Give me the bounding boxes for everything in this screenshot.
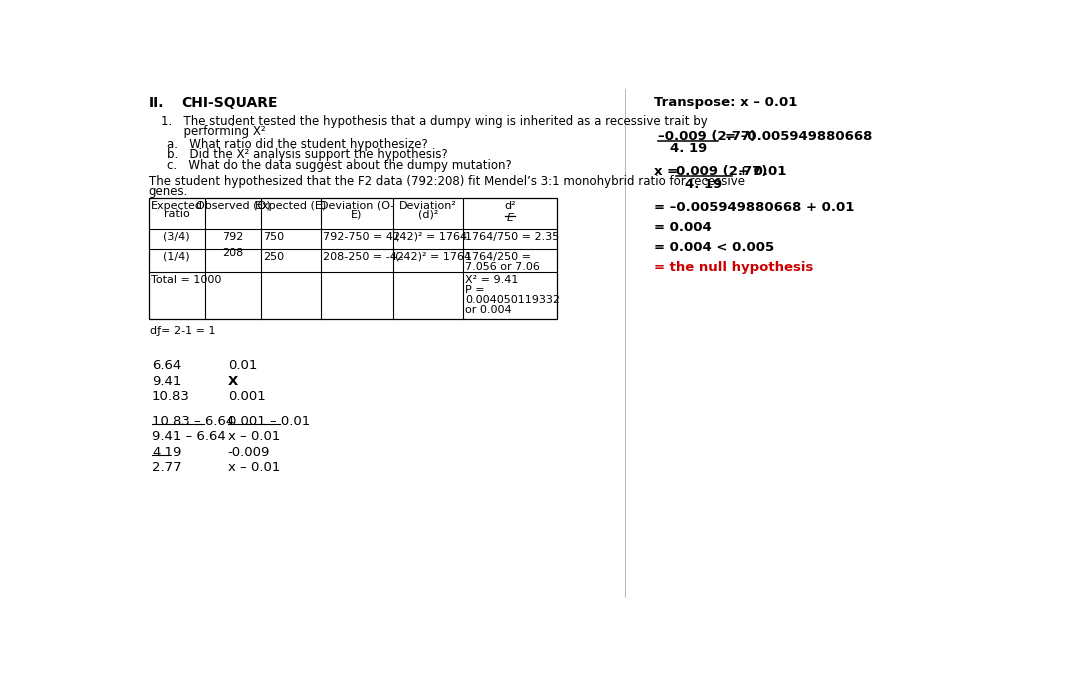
Text: E: E [506, 213, 514, 223]
Text: a.   What ratio did the student hypothesize?: a. What ratio did the student hypothesiz… [167, 138, 428, 151]
Text: = –0.005949880668 + 0.01: = –0.005949880668 + 0.01 [654, 201, 855, 214]
Text: 0.001: 0.001 [228, 390, 265, 403]
Text: (1/4): (1/4) [163, 252, 190, 261]
Text: or 0.004: or 0.004 [465, 305, 511, 315]
Text: Expected: Expected [151, 201, 203, 211]
Text: (3/4): (3/4) [163, 232, 190, 242]
Text: 750: 750 [263, 232, 285, 242]
Text: 4. 19: 4. 19 [685, 178, 722, 191]
Text: 792: 792 [222, 232, 244, 242]
Text: ratio: ratio [164, 209, 190, 219]
Text: Transpose: x – 0.01: Transpose: x – 0.01 [654, 96, 797, 109]
Text: -0.009: -0.009 [228, 445, 270, 459]
Text: X² = 9.41: X² = 9.41 [465, 275, 518, 285]
Text: 208: 208 [222, 248, 244, 258]
Text: = –0.005949880668: = –0.005949880668 [725, 130, 872, 143]
Text: dƒ= 2-1 = 1: dƒ= 2-1 = 1 [150, 325, 216, 335]
Text: x – 0.01: x – 0.01 [228, 461, 281, 474]
Text: 9.41: 9.41 [152, 375, 181, 388]
Text: x – 0.01: x – 0.01 [228, 430, 281, 443]
Text: performing X²: performing X² [161, 126, 265, 139]
Text: (42)² = 1764: (42)² = 1764 [395, 232, 467, 242]
Text: + 0.01: + 0.01 [738, 165, 787, 178]
Text: Expected (E): Expected (E) [256, 201, 327, 211]
Text: –0.009 (2.77): –0.009 (2.77) [658, 130, 756, 143]
Text: 792-750 = 42: 792-750 = 42 [324, 232, 400, 242]
Text: x =: x = [654, 166, 679, 179]
Text: CHI-SQUARE: CHI-SQUARE [181, 96, 278, 110]
Text: 6.64: 6.64 [152, 359, 181, 373]
Text: (d)²: (d)² [418, 209, 438, 219]
Text: b.   Did the X² analysis support the hypothesis?: b. Did the X² analysis support the hypot… [167, 149, 448, 162]
Text: Total = 1000: Total = 1000 [151, 275, 221, 285]
Text: 1.   The student tested the hypothesis that a dumpy wing is inherited as a reces: 1. The student tested the hypothesis tha… [161, 115, 708, 128]
Text: genes.: genes. [149, 185, 188, 198]
Text: Deviation²: Deviation² [399, 201, 456, 211]
Text: 1764/750 = 2.35: 1764/750 = 2.35 [465, 232, 559, 242]
Text: 10.83 – 6.64: 10.83 – 6.64 [152, 415, 234, 428]
Text: c.   What do the data suggest about the dumpy mutation?: c. What do the data suggest about the du… [167, 160, 513, 172]
Text: 4.19: 4.19 [152, 445, 181, 459]
Text: 208-250 = -42: 208-250 = -42 [324, 252, 405, 261]
Text: 0.01: 0.01 [228, 359, 257, 373]
Text: 10.83: 10.83 [152, 390, 190, 403]
Text: = 0.004 < 0.005: = 0.004 < 0.005 [654, 241, 775, 254]
Text: 250: 250 [263, 252, 285, 261]
Text: = the null hypothesis: = the null hypothesis [654, 261, 814, 274]
Text: 0.001 – 0.01: 0.001 – 0.01 [228, 415, 310, 428]
Text: The student hypothesized that the F2 data (792:208) fit Mendel’s 3:1 monohybrid : The student hypothesized that the F2 dat… [149, 175, 745, 187]
Text: 0.009 (2.77): 0.009 (2.77) [675, 166, 767, 179]
Text: II.: II. [149, 96, 164, 110]
Text: 4. 19: 4. 19 [670, 143, 707, 155]
Text: d²: d² [504, 201, 516, 211]
Text: Deviation (O-: Deviation (O- [319, 201, 394, 211]
Bar [149, 198, 557, 319]
Text: 0.004050119332: 0.004050119332 [465, 295, 560, 305]
Text: = 0.004: = 0.004 [654, 221, 712, 234]
Text: (-42)² = 1764: (-42)² = 1764 [395, 252, 472, 261]
Text: E): E) [352, 209, 363, 219]
Text: P =: P = [465, 285, 484, 295]
Text: 7.056 or 7.06: 7.056 or 7.06 [465, 261, 540, 272]
Text: 2.77: 2.77 [152, 461, 181, 474]
Text: 1764/250 =: 1764/250 = [465, 252, 531, 261]
Text: Observed (O): Observed (O) [195, 201, 270, 211]
Text: 9.41 – 6.64: 9.41 – 6.64 [152, 430, 226, 443]
Text: X: X [228, 375, 238, 388]
